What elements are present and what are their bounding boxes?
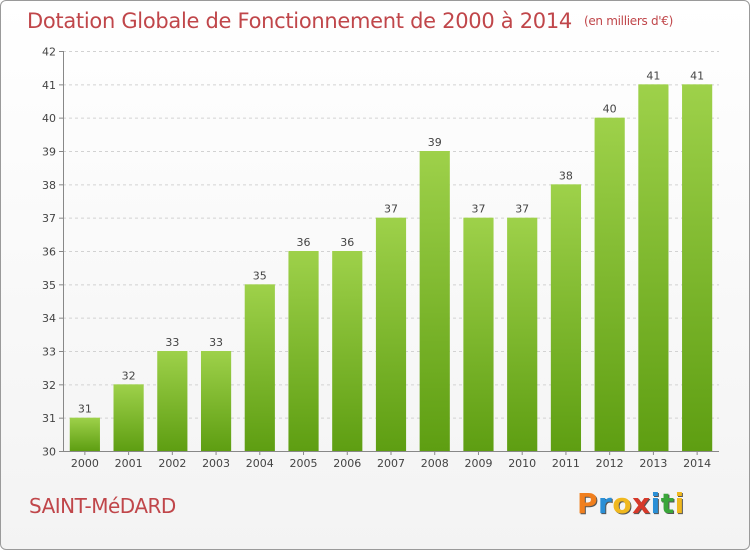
bar [419, 151, 450, 451]
bar [638, 84, 669, 451]
logo-letter: i [650, 487, 661, 520]
x-tick-label: 2010 [508, 457, 536, 470]
bar [288, 251, 319, 451]
bar [594, 117, 625, 452]
logo-letter: r [598, 487, 613, 520]
x-tick-label: 2011 [552, 457, 580, 470]
bar [332, 251, 363, 451]
y-tick-label: 30 [42, 446, 56, 459]
bar [200, 351, 232, 451]
data-label: 35 [253, 269, 267, 282]
bar [550, 184, 582, 452]
bar [507, 217, 538, 451]
logo-letter: o [612, 487, 633, 520]
y-tick-label: 41 [42, 79, 56, 92]
x-tick-label: 2005 [290, 457, 318, 470]
y-tick-label: 31 [42, 412, 56, 425]
x-tick-label: 2012 [596, 457, 624, 470]
data-label: 33 [165, 336, 179, 349]
x-tick-label: 2000 [71, 457, 99, 470]
x-tick-label: 2002 [158, 457, 186, 470]
data-label: 41 [646, 69, 660, 82]
bar [113, 384, 144, 451]
x-tick-label: 2009 [464, 457, 492, 470]
logo-letter: i [674, 487, 685, 520]
data-label: 40 [603, 103, 617, 116]
y-tick-label: 39 [42, 146, 56, 159]
logo-letter: x [632, 487, 651, 520]
x-tick-label: 2013 [639, 457, 667, 470]
logo-letter: P [577, 487, 599, 520]
x-tick-label: 2004 [246, 457, 274, 470]
data-label: 37 [471, 203, 485, 216]
y-tick-label: 32 [42, 379, 56, 392]
x-tick-label: 2006 [333, 457, 361, 470]
y-tick-label: 40 [42, 112, 56, 125]
data-label: 41 [690, 69, 704, 82]
x-tick-label: 2007 [377, 457, 405, 470]
x-tick-label: 2014 [683, 457, 711, 470]
logo-letter: t [660, 487, 675, 520]
data-label: 31 [78, 403, 92, 416]
data-label: 32 [122, 369, 136, 382]
axes: 30 31 32 33 34 35 36 37 38 39 40 41 42 2000 2001 2002 20… [42, 46, 719, 470]
data-label: 36 [340, 236, 354, 249]
data-label: 39 [428, 136, 442, 149]
y-tick-label: 38 [42, 179, 56, 192]
bar [682, 84, 713, 451]
x-tick-label: 2003 [202, 457, 230, 470]
data-label: 38 [559, 169, 573, 182]
bar [244, 284, 275, 451]
proxiti-logo: Proxiti [577, 487, 685, 520]
y-tick-label: 33 [42, 346, 56, 359]
y-tick-label: 34 [42, 312, 56, 325]
data-label: 37 [384, 203, 398, 216]
bars: 31 32 33 33 35 36 36 37 39 37 37 38 40 41 41 [69, 69, 713, 452]
title-text: Dotation Globale de Fonctionnement de 20… [27, 9, 572, 33]
unit-note: (en milliers d'€) [583, 14, 673, 28]
chart-title: Dotation Globale de Fonctionnement de 20… [27, 9, 673, 33]
place-name: SAINT-MéDARD [29, 494, 176, 518]
bar [463, 217, 494, 451]
y-tick-label: 37 [42, 212, 56, 225]
x-tick-label: 2001 [115, 457, 143, 470]
x-tick-label: 2008 [421, 457, 449, 470]
bar [375, 217, 407, 451]
data-label: 37 [515, 203, 529, 216]
bar [69, 417, 100, 451]
y-tick-label: 36 [42, 246, 56, 259]
bar [157, 351, 188, 451]
data-label: 36 [297, 236, 311, 249]
y-tick-label: 35 [42, 279, 56, 292]
data-label: 33 [209, 336, 223, 349]
y-tick-label: 42 [42, 46, 56, 59]
